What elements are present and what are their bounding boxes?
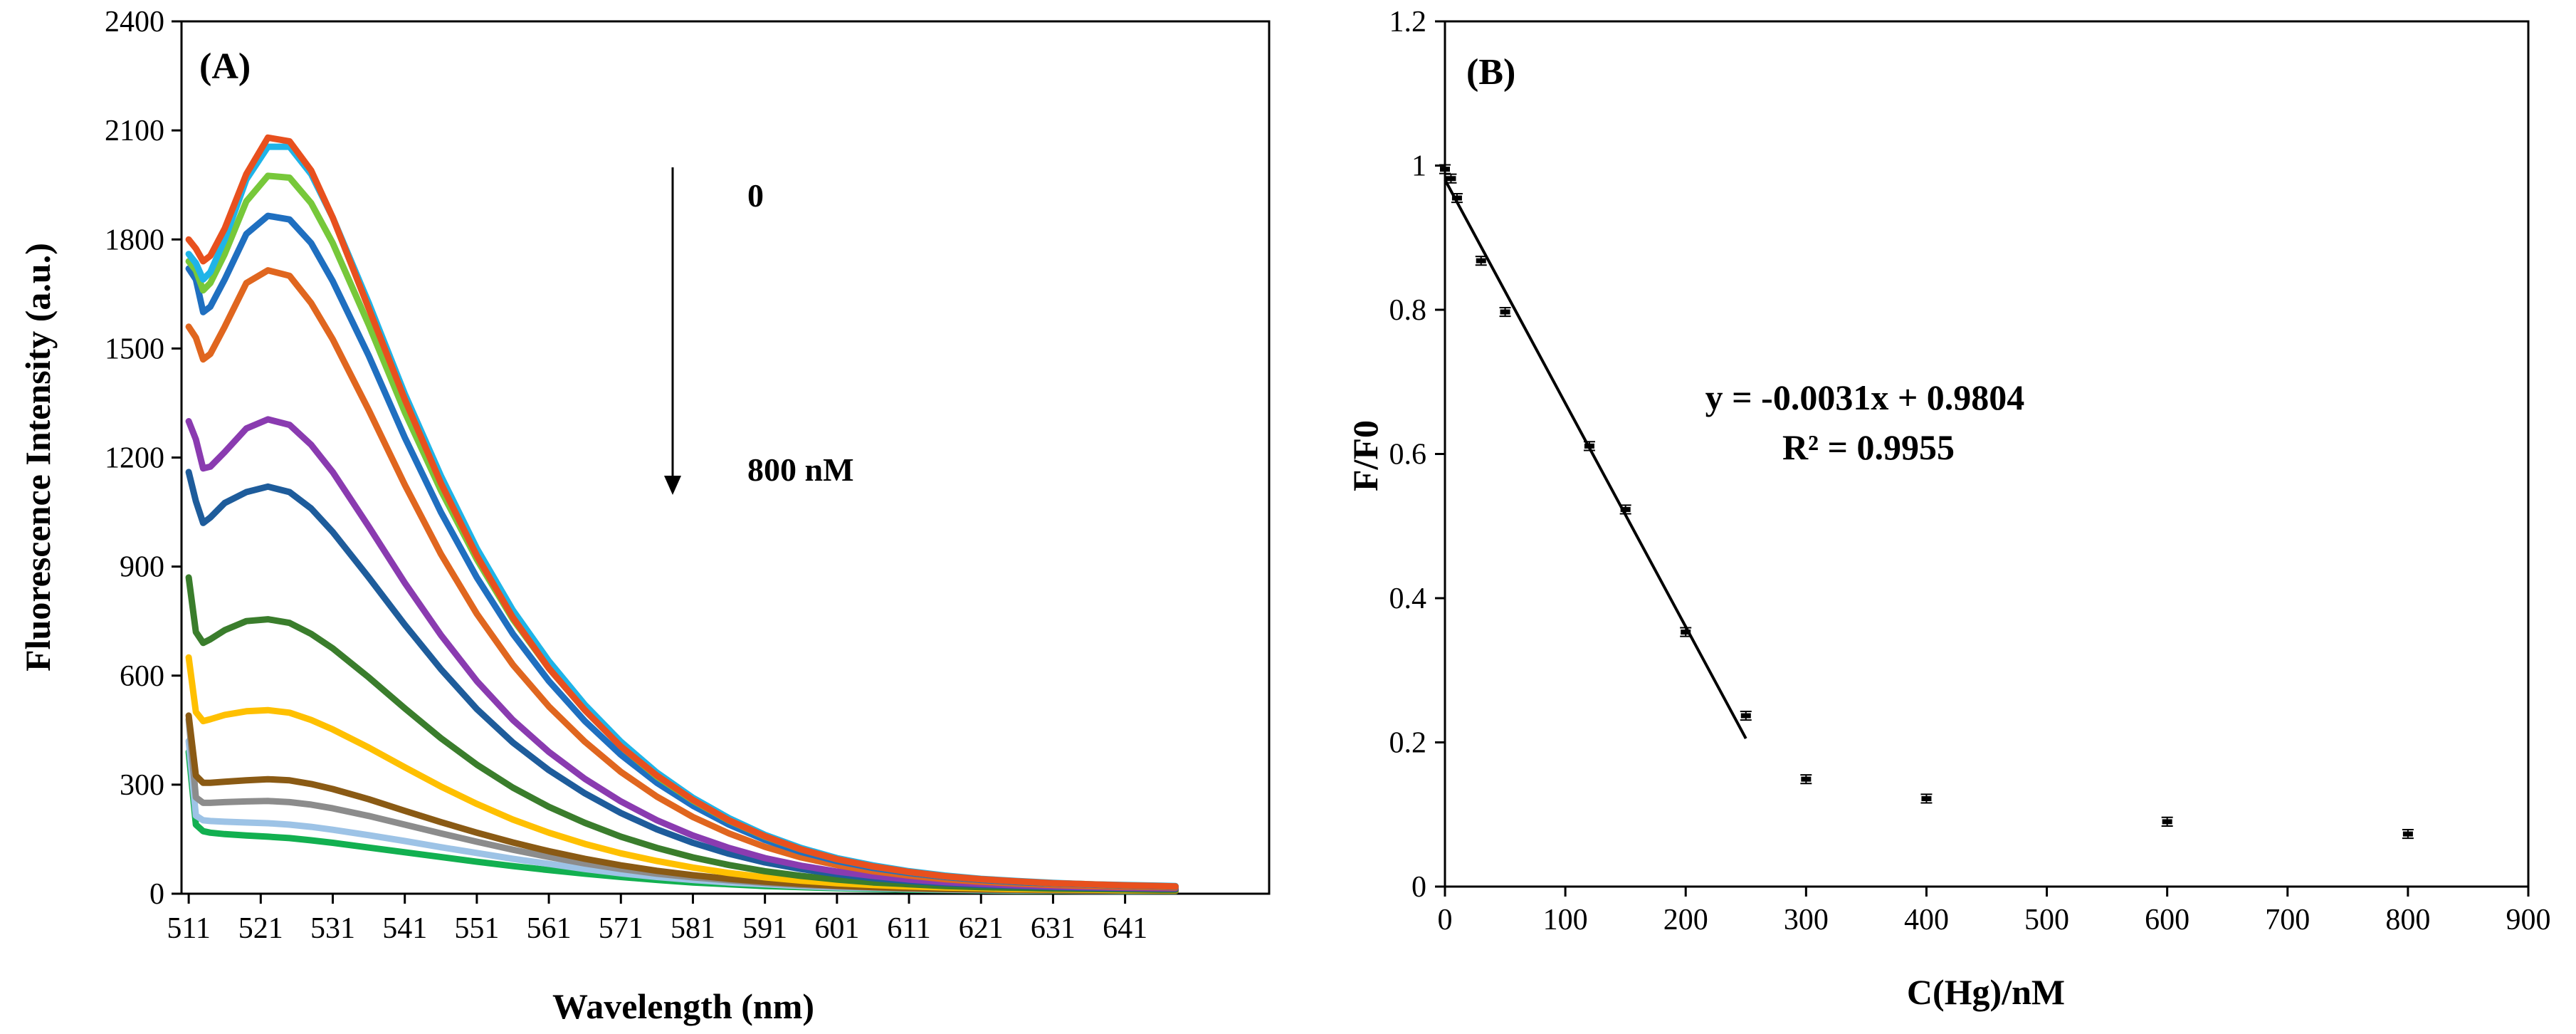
data-point-group — [1499, 306, 1511, 318]
fit-r-squared: R² = 0.9955 — [1782, 427, 1955, 467]
panel-b-y-tick-label: 0 — [1411, 871, 1426, 904]
data-point-group — [1583, 441, 1595, 451]
panel-a-x-tick-label: 551 — [454, 912, 499, 945]
panel-b-y-tick-label: 0.2 — [1389, 727, 1427, 760]
panel-a-x-tick-label: 571 — [599, 912, 643, 945]
data-point — [1801, 776, 1812, 782]
data-point — [2402, 831, 2413, 837]
spectrum-line-30 — [185, 212, 1179, 890]
panel-a-x-tick-label: 521 — [238, 912, 283, 945]
panel-a-y-tick-label: 600 — [120, 660, 164, 693]
spectrum-line-0 — [185, 134, 1179, 890]
data-point — [1921, 795, 1932, 801]
panel-a-x-tick-label: 511 — [167, 912, 210, 945]
data-point-group — [1475, 256, 1487, 266]
panel-b-x-tick-label: 200 — [1663, 904, 1708, 936]
panel-a-plot-frame — [180, 20, 1271, 895]
data-point-group — [1920, 793, 1933, 804]
spectrum-line-800 — [185, 748, 1179, 894]
data-point — [1446, 176, 1456, 182]
panel-b-x-tick-label: 300 — [1784, 904, 1829, 936]
panel-a-x-tick-label: 641 — [1103, 912, 1147, 945]
data-point — [1584, 443, 1594, 449]
linear-fit-line — [1444, 179, 1747, 739]
data-point-group — [1439, 164, 1451, 174]
panel-a-y-tick-label: 0 — [149, 878, 164, 911]
panel-b-y-axis-label: F/F0 — [1345, 420, 1385, 491]
panel-a-x-tick-label: 601 — [814, 912, 859, 945]
panel-a-y-tick-label: 300 — [120, 769, 164, 802]
panel-b-x-tick-label: 900 — [2506, 904, 2551, 936]
panel-a-y-tick-label: 1200 — [105, 442, 164, 475]
concentration-arrow-head — [664, 476, 681, 495]
panel-a-x-tick-label: 581 — [671, 912, 715, 945]
data-point-group — [1451, 192, 1463, 204]
panel-a-y-tick-label: 1800 — [105, 224, 164, 256]
panel-a-x-axis-label: Wavelength (nm) — [552, 986, 814, 1026]
data-point — [1440, 167, 1450, 172]
data-point-group — [1445, 173, 1457, 184]
panel-a-spectra — [185, 134, 1179, 894]
data-point — [2162, 819, 2172, 825]
data-point — [1681, 630, 1691, 635]
data-point-group — [1740, 710, 1752, 721]
panel-b-chart: 0 0.2 0.4 0.6 0.8 1 1.2 0 100 200 300 400 500 600 700 8… — [1345, 6, 2551, 1012]
panel-b-x-tick-label: 400 — [1904, 904, 1949, 936]
panel-b-fit — [1444, 179, 1747, 739]
panel-b-x-tick-label: 800 — [2385, 904, 2430, 936]
data-point-group — [2161, 816, 2173, 827]
panel-b-plot-frame — [1444, 20, 2530, 888]
panel-a-chart: 0 300 600 900 1200 1500 1800 2100 2400 511 521 531 5… — [18, 6, 1271, 1026]
panel-a-y-tick-label: 2400 — [105, 6, 164, 38]
data-point-group — [1800, 774, 1812, 785]
annotation-start-concentration: 0 — [747, 177, 764, 214]
panel-b-label: (B) — [1466, 52, 1515, 93]
panel-a-x-tick-label: 621 — [959, 912, 1004, 945]
data-point — [1500, 309, 1510, 315]
panel-b-x-axis-label: C(Hg)/nM — [1907, 972, 2065, 1012]
panel-b-x-tick-label: 600 — [2145, 904, 2189, 936]
panel-a-x-tick-label: 541 — [382, 912, 427, 945]
panel-b-x-tick-label: 0 — [1438, 904, 1453, 936]
panel-a-label: (A) — [199, 46, 251, 87]
panel-b-y-tick-label: 1.2 — [1389, 6, 1427, 38]
data-point — [1740, 713, 1751, 719]
annotation-end-concentration: 800 nM — [747, 451, 854, 488]
data-point — [1451, 195, 1462, 201]
panel-b-x-tick-label: 500 — [2024, 904, 2069, 936]
data-point — [1476, 258, 1486, 263]
panel-b-x-tick-label: 700 — [2265, 904, 2310, 936]
data-point-group — [1680, 627, 1692, 637]
panel-a-y-axis-label: Fluorescence Intensity (a.u.) — [18, 243, 58, 672]
panel-b-y-tick-label: 1 — [1411, 150, 1426, 183]
panel-a-x-tick-label: 611 — [887, 912, 930, 945]
panel-a-y-tick-label: 1500 — [105, 333, 164, 365]
panel-b-points — [1439, 164, 2414, 840]
fit-equation: y = -0.0031x + 0.9804 — [1705, 377, 2025, 417]
data-point — [1620, 506, 1631, 512]
panel-b-y-tick-label: 0.6 — [1389, 439, 1427, 471]
spectrum-line-150 — [185, 469, 1179, 892]
panel-a-ticks: 0 300 600 900 1200 1500 1800 2100 2400 511 521 531 5… — [105, 6, 1147, 945]
panel-a-x-tick-label: 531 — [310, 912, 355, 945]
panel-b-y-tick-label: 0.8 — [1389, 294, 1427, 327]
panel-a-y-tick-label: 900 — [120, 551, 164, 584]
data-point-group — [1619, 504, 1631, 515]
panel-a-y-tick-label: 2100 — [105, 115, 164, 147]
panel-a-x-tick-label: 561 — [527, 912, 572, 945]
panel-b-ticks: 0 0.2 0.4 0.6 0.8 1 1.2 0 100 200 300 400 500 600 700 8… — [1389, 6, 2551, 936]
panel-b-x-tick-label: 100 — [1543, 904, 1588, 936]
panel-a-x-tick-label: 631 — [1031, 912, 1076, 945]
data-point-group — [2402, 829, 2414, 840]
panel-a-x-tick-label: 591 — [742, 912, 787, 945]
panel-b-y-tick-label: 0.4 — [1389, 583, 1427, 615]
